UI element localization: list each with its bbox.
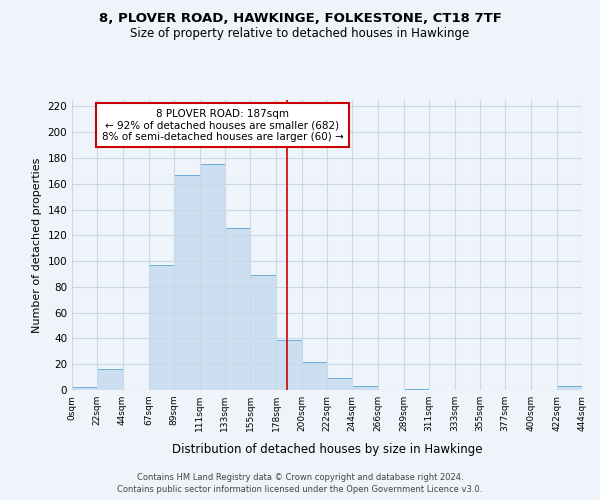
Bar — [72, 388, 97, 390]
Text: 8, PLOVER ROAD, HAWKINGE, FOLKESTONE, CT18 7TF: 8, PLOVER ROAD, HAWKINGE, FOLKESTONE, CT… — [98, 12, 502, 26]
Bar — [277, 340, 302, 390]
Text: Distribution of detached houses by size in Hawkinge: Distribution of detached houses by size … — [172, 442, 482, 456]
Text: Contains public sector information licensed under the Open Government Licence v3: Contains public sector information licen… — [118, 485, 482, 494]
Y-axis label: Number of detached properties: Number of detached properties — [32, 158, 42, 332]
Bar — [352, 386, 377, 390]
Bar — [302, 362, 327, 390]
Bar — [327, 378, 352, 390]
Bar — [149, 265, 174, 390]
Bar — [174, 175, 199, 390]
Bar — [250, 276, 277, 390]
Text: Contains HM Land Registry data © Crown copyright and database right 2024.: Contains HM Land Registry data © Crown c… — [137, 472, 463, 482]
Bar — [404, 388, 429, 390]
Bar — [225, 228, 250, 390]
Bar — [557, 386, 582, 390]
Bar — [199, 164, 225, 390]
Text: 8 PLOVER ROAD: 187sqm
← 92% of detached houses are smaller (682)
8% of semi-deta: 8 PLOVER ROAD: 187sqm ← 92% of detached … — [101, 108, 343, 142]
Bar — [97, 370, 122, 390]
Text: Size of property relative to detached houses in Hawkinge: Size of property relative to detached ho… — [130, 28, 470, 40]
